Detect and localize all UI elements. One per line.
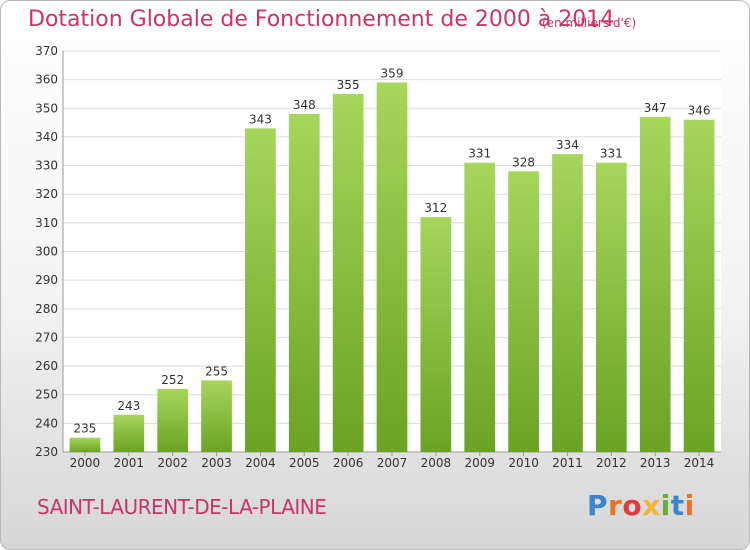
y-tick-label: 300: [35, 245, 58, 259]
x-tick-label: 2012: [596, 456, 627, 470]
data-label: 347: [644, 101, 667, 115]
x-tick-label: 2002: [157, 456, 188, 470]
data-label: 331: [468, 147, 491, 161]
data-label: 348: [293, 98, 316, 112]
bar: [157, 388, 189, 452]
data-label: 243: [117, 399, 140, 413]
y-tick-label: 270: [35, 330, 58, 344]
x-tick-label: 2004: [245, 456, 276, 470]
data-label: 235: [73, 422, 96, 436]
x-tick-label: 2010: [508, 456, 539, 470]
x-tick-label: 2009: [464, 456, 495, 470]
bar: [552, 154, 583, 452]
data-label: 359: [381, 67, 404, 81]
x-tick-label: 2007: [377, 456, 408, 470]
bar: [639, 116, 671, 452]
y-tick-label: 320: [35, 187, 58, 201]
data-label: 328: [512, 155, 535, 169]
proxiti-logo: Proxiti: [587, 489, 695, 522]
x-tick-label: 2000: [70, 456, 101, 470]
data-label: 312: [424, 201, 447, 215]
x-tick-label: 2008: [421, 456, 452, 470]
bar: [420, 217, 452, 452]
unit-label: (en milliers d'€): [542, 16, 637, 30]
bar: [464, 162, 496, 452]
x-tick-label: 2005: [289, 456, 320, 470]
data-label: 331: [600, 147, 623, 161]
data-label: 346: [688, 104, 711, 118]
x-tick-label: 2001: [114, 456, 145, 470]
y-tick-label: 360: [35, 73, 58, 87]
y-tick-label: 250: [35, 388, 58, 402]
x-tick-label: 2013: [640, 456, 671, 470]
x-tick-label: 2006: [333, 456, 364, 470]
bar: [245, 128, 276, 452]
x-tick-label: 2003: [201, 456, 232, 470]
x-tick-label: 2011: [552, 456, 583, 470]
y-tick-label: 340: [35, 130, 58, 144]
data-label: 252: [161, 373, 184, 387]
data-label: 355: [337, 78, 360, 92]
bar: [201, 380, 232, 452]
y-tick-label: 330: [35, 159, 58, 173]
y-tick-label: 260: [35, 359, 58, 373]
bar: [332, 93, 364, 452]
y-tick-label: 370: [35, 44, 58, 58]
y-tick-label: 280: [35, 302, 58, 316]
chart-title: Dotation Globale de Fonctionnement de 20…: [28, 7, 615, 32]
bar: [113, 414, 145, 452]
bar: [595, 162, 627, 452]
y-tick-label: 290: [35, 273, 58, 287]
y-tick-label: 310: [35, 216, 58, 230]
bar: [508, 171, 539, 453]
x-tick-label: 2014: [684, 456, 715, 470]
y-tick-label: 240: [35, 416, 58, 430]
data-label: 343: [249, 112, 272, 126]
commune-name: SAINT-LAURENT-DE-LA-PLAINE: [37, 495, 327, 519]
data-label: 255: [205, 364, 228, 378]
y-tick-label: 350: [35, 101, 58, 115]
data-label: 334: [556, 138, 579, 152]
bar: [376, 82, 408, 452]
bar: [288, 114, 320, 452]
bar: [683, 119, 715, 452]
bar: [69, 437, 101, 452]
y-tick-label: 230: [35, 445, 58, 459]
